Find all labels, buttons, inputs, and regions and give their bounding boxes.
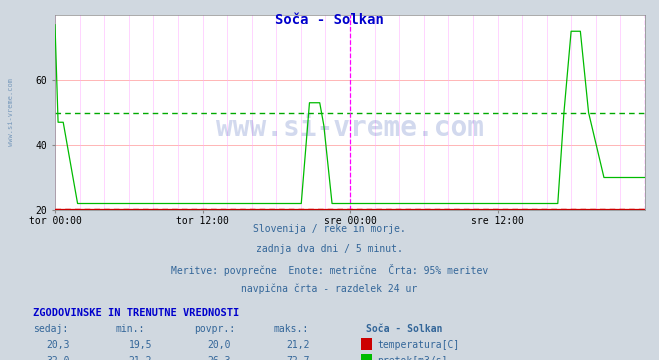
Text: temperatura[C]: temperatura[C]	[377, 340, 459, 350]
Text: 21,2: 21,2	[287, 340, 310, 350]
Text: 72,7: 72,7	[287, 356, 310, 360]
Text: 19,5: 19,5	[129, 340, 152, 350]
Text: 20,0: 20,0	[208, 340, 231, 350]
Text: 20,3: 20,3	[46, 340, 70, 350]
Text: 26,3: 26,3	[208, 356, 231, 360]
Text: 21,2: 21,2	[129, 356, 152, 360]
Text: zadnja dva dni / 5 minut.: zadnja dva dni / 5 minut.	[256, 244, 403, 254]
Text: www.si-vreme.com: www.si-vreme.com	[8, 78, 14, 147]
Text: ZGODOVINSKE IN TRENUTNE VREDNOSTI: ZGODOVINSKE IN TRENUTNE VREDNOSTI	[33, 307, 239, 318]
Text: min.:: min.:	[115, 324, 145, 334]
Text: maks.:: maks.:	[273, 324, 308, 334]
Text: Slovenija / reke in morje.: Slovenija / reke in morje.	[253, 224, 406, 234]
Text: Meritve: povprečne  Enote: metrične  Črta: 95% meritev: Meritve: povprečne Enote: metrične Črta:…	[171, 264, 488, 276]
Text: navpična črta - razdelek 24 ur: navpična črta - razdelek 24 ur	[241, 284, 418, 294]
Text: povpr.:: povpr.:	[194, 324, 235, 334]
Text: pretok[m3/s]: pretok[m3/s]	[377, 356, 447, 360]
Text: Soča - Solkan: Soča - Solkan	[366, 324, 442, 334]
Text: 32,0: 32,0	[46, 356, 70, 360]
Text: sedaj:: sedaj:	[33, 324, 68, 334]
Text: Soča - Solkan: Soča - Solkan	[275, 13, 384, 27]
Text: www.si-vreme.com: www.si-vreme.com	[216, 114, 484, 142]
